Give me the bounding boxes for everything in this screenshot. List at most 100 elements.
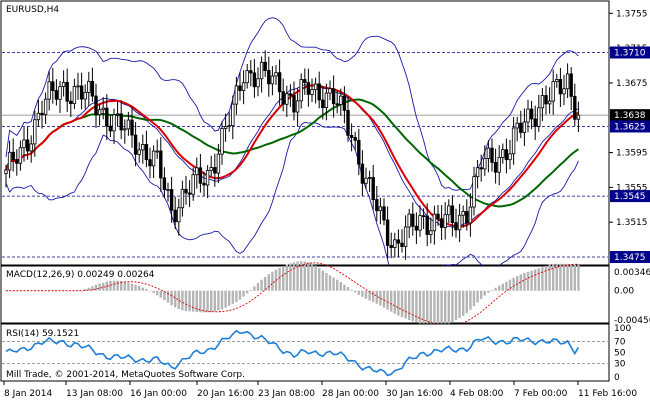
macd-bar <box>289 263 292 291</box>
macd-bar <box>130 283 134 291</box>
macd-bar <box>487 290 490 293</box>
candle-body <box>544 95 548 105</box>
macd-bar <box>321 270 324 291</box>
macd-bar <box>127 282 130 291</box>
macd-bar <box>368 290 371 301</box>
price-tag-label: 1.3710 <box>614 48 646 58</box>
macd-bar <box>217 290 220 311</box>
candle-body <box>295 100 300 113</box>
macd-tick-label: 0.00346 <box>614 268 650 278</box>
candle-body <box>292 94 296 113</box>
candle-body <box>137 149 141 155</box>
macd-bar <box>80 290 83 292</box>
macd-bar <box>447 290 450 324</box>
macd-bar <box>213 290 216 312</box>
price-tag <box>610 109 650 122</box>
candle-body <box>306 82 311 95</box>
macd-bar <box>512 277 515 291</box>
candle-body <box>115 113 120 116</box>
candle-body <box>7 151 12 171</box>
candle-body <box>151 150 156 167</box>
copyright-text: Mill Trade, © 2001-2014, MetaQuotes Soft… <box>6 370 245 380</box>
candle-body <box>468 206 473 224</box>
macd-bar <box>202 290 206 313</box>
candle-body <box>40 112 44 116</box>
chart-title: EURUSD,H4 <box>6 5 59 15</box>
macd-bar <box>498 285 501 291</box>
macd-bar <box>116 280 119 291</box>
candle-body <box>565 73 570 90</box>
rsi-tick-label: 30 <box>614 360 626 370</box>
macd-bar <box>375 290 378 304</box>
candle-body <box>285 93 289 105</box>
candle-body <box>155 150 159 153</box>
macd-bar <box>210 290 213 313</box>
time-tick-label: 20 Jan 16:00 <box>197 389 254 399</box>
candle-body <box>493 161 498 173</box>
candle-body <box>331 88 336 105</box>
macd-bar <box>537 268 540 291</box>
time-tick-label: 13 Jan 08:00 <box>66 389 123 399</box>
rsi-tick-label: 50 <box>614 349 626 359</box>
candle-body <box>29 143 33 152</box>
candle-body <box>328 88 332 94</box>
candle-body <box>421 215 426 217</box>
macd-bar <box>357 290 360 295</box>
price-tick-label: 1.3555 <box>616 183 648 193</box>
macd-bar <box>192 290 195 312</box>
macd-bar <box>314 265 317 291</box>
candle-body <box>198 167 203 184</box>
candle-body <box>277 72 282 93</box>
candle-body <box>367 177 372 179</box>
candle-body <box>180 188 185 209</box>
macd-bar <box>544 265 548 291</box>
candle-body <box>519 122 523 133</box>
macd-bar <box>458 290 461 319</box>
macd-bar <box>242 290 245 297</box>
macd-bar <box>436 290 440 327</box>
macd-bar <box>148 290 152 292</box>
candle-body <box>450 205 455 224</box>
macd-bar <box>238 290 242 300</box>
candle-body <box>205 170 210 186</box>
candle-body <box>540 95 545 109</box>
macd-bar <box>364 290 368 299</box>
macd-indicator: 0.00346 0.00 -0.00456 <box>4 261 650 327</box>
macd-bar <box>184 290 188 311</box>
macd-bar <box>530 270 533 291</box>
price-tick-label: 1.3675 <box>616 79 648 89</box>
macd-bar <box>109 280 112 291</box>
macd-bar <box>159 290 162 298</box>
candle-body <box>414 225 419 231</box>
macd-bar <box>404 290 407 319</box>
candle-body <box>447 205 451 216</box>
macd-bar <box>379 290 382 306</box>
candles <box>4 50 581 260</box>
candle-body <box>281 91 285 105</box>
macd-bar <box>112 280 116 291</box>
macd-bar <box>300 261 303 291</box>
candle-body <box>346 109 350 136</box>
candle-body <box>187 192 192 195</box>
macd-bar <box>188 290 191 312</box>
macd-bar <box>472 290 476 307</box>
macd-bar <box>87 287 90 291</box>
candle-body <box>529 108 534 120</box>
macd-bar <box>552 263 555 291</box>
candle-body <box>133 134 138 155</box>
rsi-pane-frame <box>0 323 610 382</box>
macd-bar <box>138 286 141 291</box>
macd-bar <box>393 290 396 314</box>
macd-bar <box>141 287 144 291</box>
macd-bar <box>328 275 332 291</box>
candle-body <box>79 85 84 100</box>
macd-bar <box>102 282 105 291</box>
candle-body <box>364 177 368 184</box>
candle-body <box>144 144 149 161</box>
candle-body <box>36 112 41 121</box>
candle-body <box>184 188 188 194</box>
macd-bar <box>354 290 357 293</box>
candle-body <box>429 230 433 235</box>
